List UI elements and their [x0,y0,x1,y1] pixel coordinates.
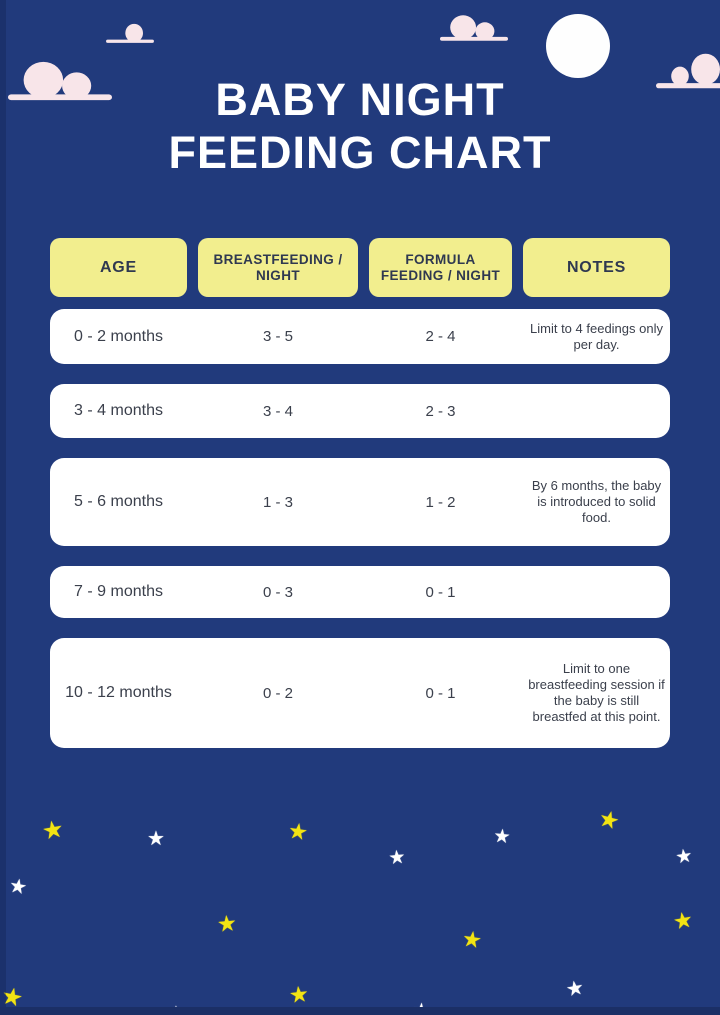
header-notes: NOTES [523,238,670,297]
table-row: 3 - 4 months 3 - 4 2 - 3 [50,384,670,438]
title-line-1: BABY NIGHT [215,74,505,125]
formula-cell: 0 - 1 [425,684,456,702]
age-cell: 7 - 9 months [74,583,163,600]
table-row: 0 - 2 months 3 - 5 2 - 4 Limit to 4 feed… [50,309,670,364]
title-line-2: FEEDING CHART [168,127,552,178]
star-icon: ★ [287,981,311,1008]
header-age: AGE [50,238,187,297]
notes-cell [523,384,670,438]
table-header-row: AGE BREASTFEEDING / NIGHT FORMULA FEEDIN… [50,238,670,297]
table-row: 10 - 12 months 0 - 2 0 - 1 Limit to one … [50,638,670,748]
breastfeeding-cell: 3 - 4 [262,402,293,420]
table-row: 5 - 6 months 1 - 3 1 - 2 By 6 months, th… [50,458,670,546]
notes-cell: Limit to 4 feedings only per day. [530,320,663,352]
star-icon: ★ [595,804,623,835]
age-cell: 5 - 6 months [74,493,163,510]
cloud-icon [8,60,112,102]
star-icon: ★ [216,910,238,937]
formula-cell: 1 - 2 [425,493,456,511]
feeding-table: AGE BREASTFEEDING / NIGHT FORMULA FEEDIN… [50,238,670,768]
moon-icon [546,14,610,78]
star-icon: ★ [564,976,586,1002]
star-icon: ★ [39,815,66,846]
age-cell: 0 - 2 months [74,327,163,345]
table-row: 7 - 9 months 0 - 3 0 - 1 [50,566,670,618]
left-edge-shade [0,0,6,1015]
age-cell: 10 - 12 months [65,684,172,701]
header-breastfeeding: BREASTFEEDING / NIGHT [198,238,358,297]
star-icon: ★ [671,906,695,935]
star-icon: ★ [286,817,310,846]
notes-cell [523,566,670,618]
star-icon: ★ [7,874,29,900]
age-cell: 3 - 4 months [74,402,163,419]
breastfeeding-cell: 1 - 3 [262,493,293,511]
page-title: BABY NIGHT FEEDING CHART [0,73,720,179]
formula-cell: 2 - 4 [425,328,456,345]
cloud-icon [656,52,720,90]
formula-cell: 0 - 1 [425,583,456,601]
table-body: 0 - 2 months 3 - 5 2 - 4 Limit to 4 feed… [50,309,670,748]
bottom-edge-band [0,1007,720,1015]
breastfeeding-cell: 0 - 2 [262,684,293,702]
header-formula: FORMULA FEEDING / NIGHT [369,238,512,297]
star-icon: ★ [460,925,484,954]
star-icon: ★ [674,845,694,869]
notes-cell: Limit to one breastfeeding session if th… [528,661,665,724]
cloud-icon [440,14,508,42]
breastfeeding-cell: 3 - 5 [262,328,293,345]
notes-cell: By 6 months, the baby is introduced to s… [531,478,662,525]
formula-cell: 2 - 3 [425,402,456,420]
breastfeeding-cell: 0 - 3 [262,583,293,601]
cloud-icon [104,20,156,44]
star-icon: ★ [492,825,512,849]
star-icon: ★ [147,828,165,850]
star-icon: ★ [387,846,407,870]
